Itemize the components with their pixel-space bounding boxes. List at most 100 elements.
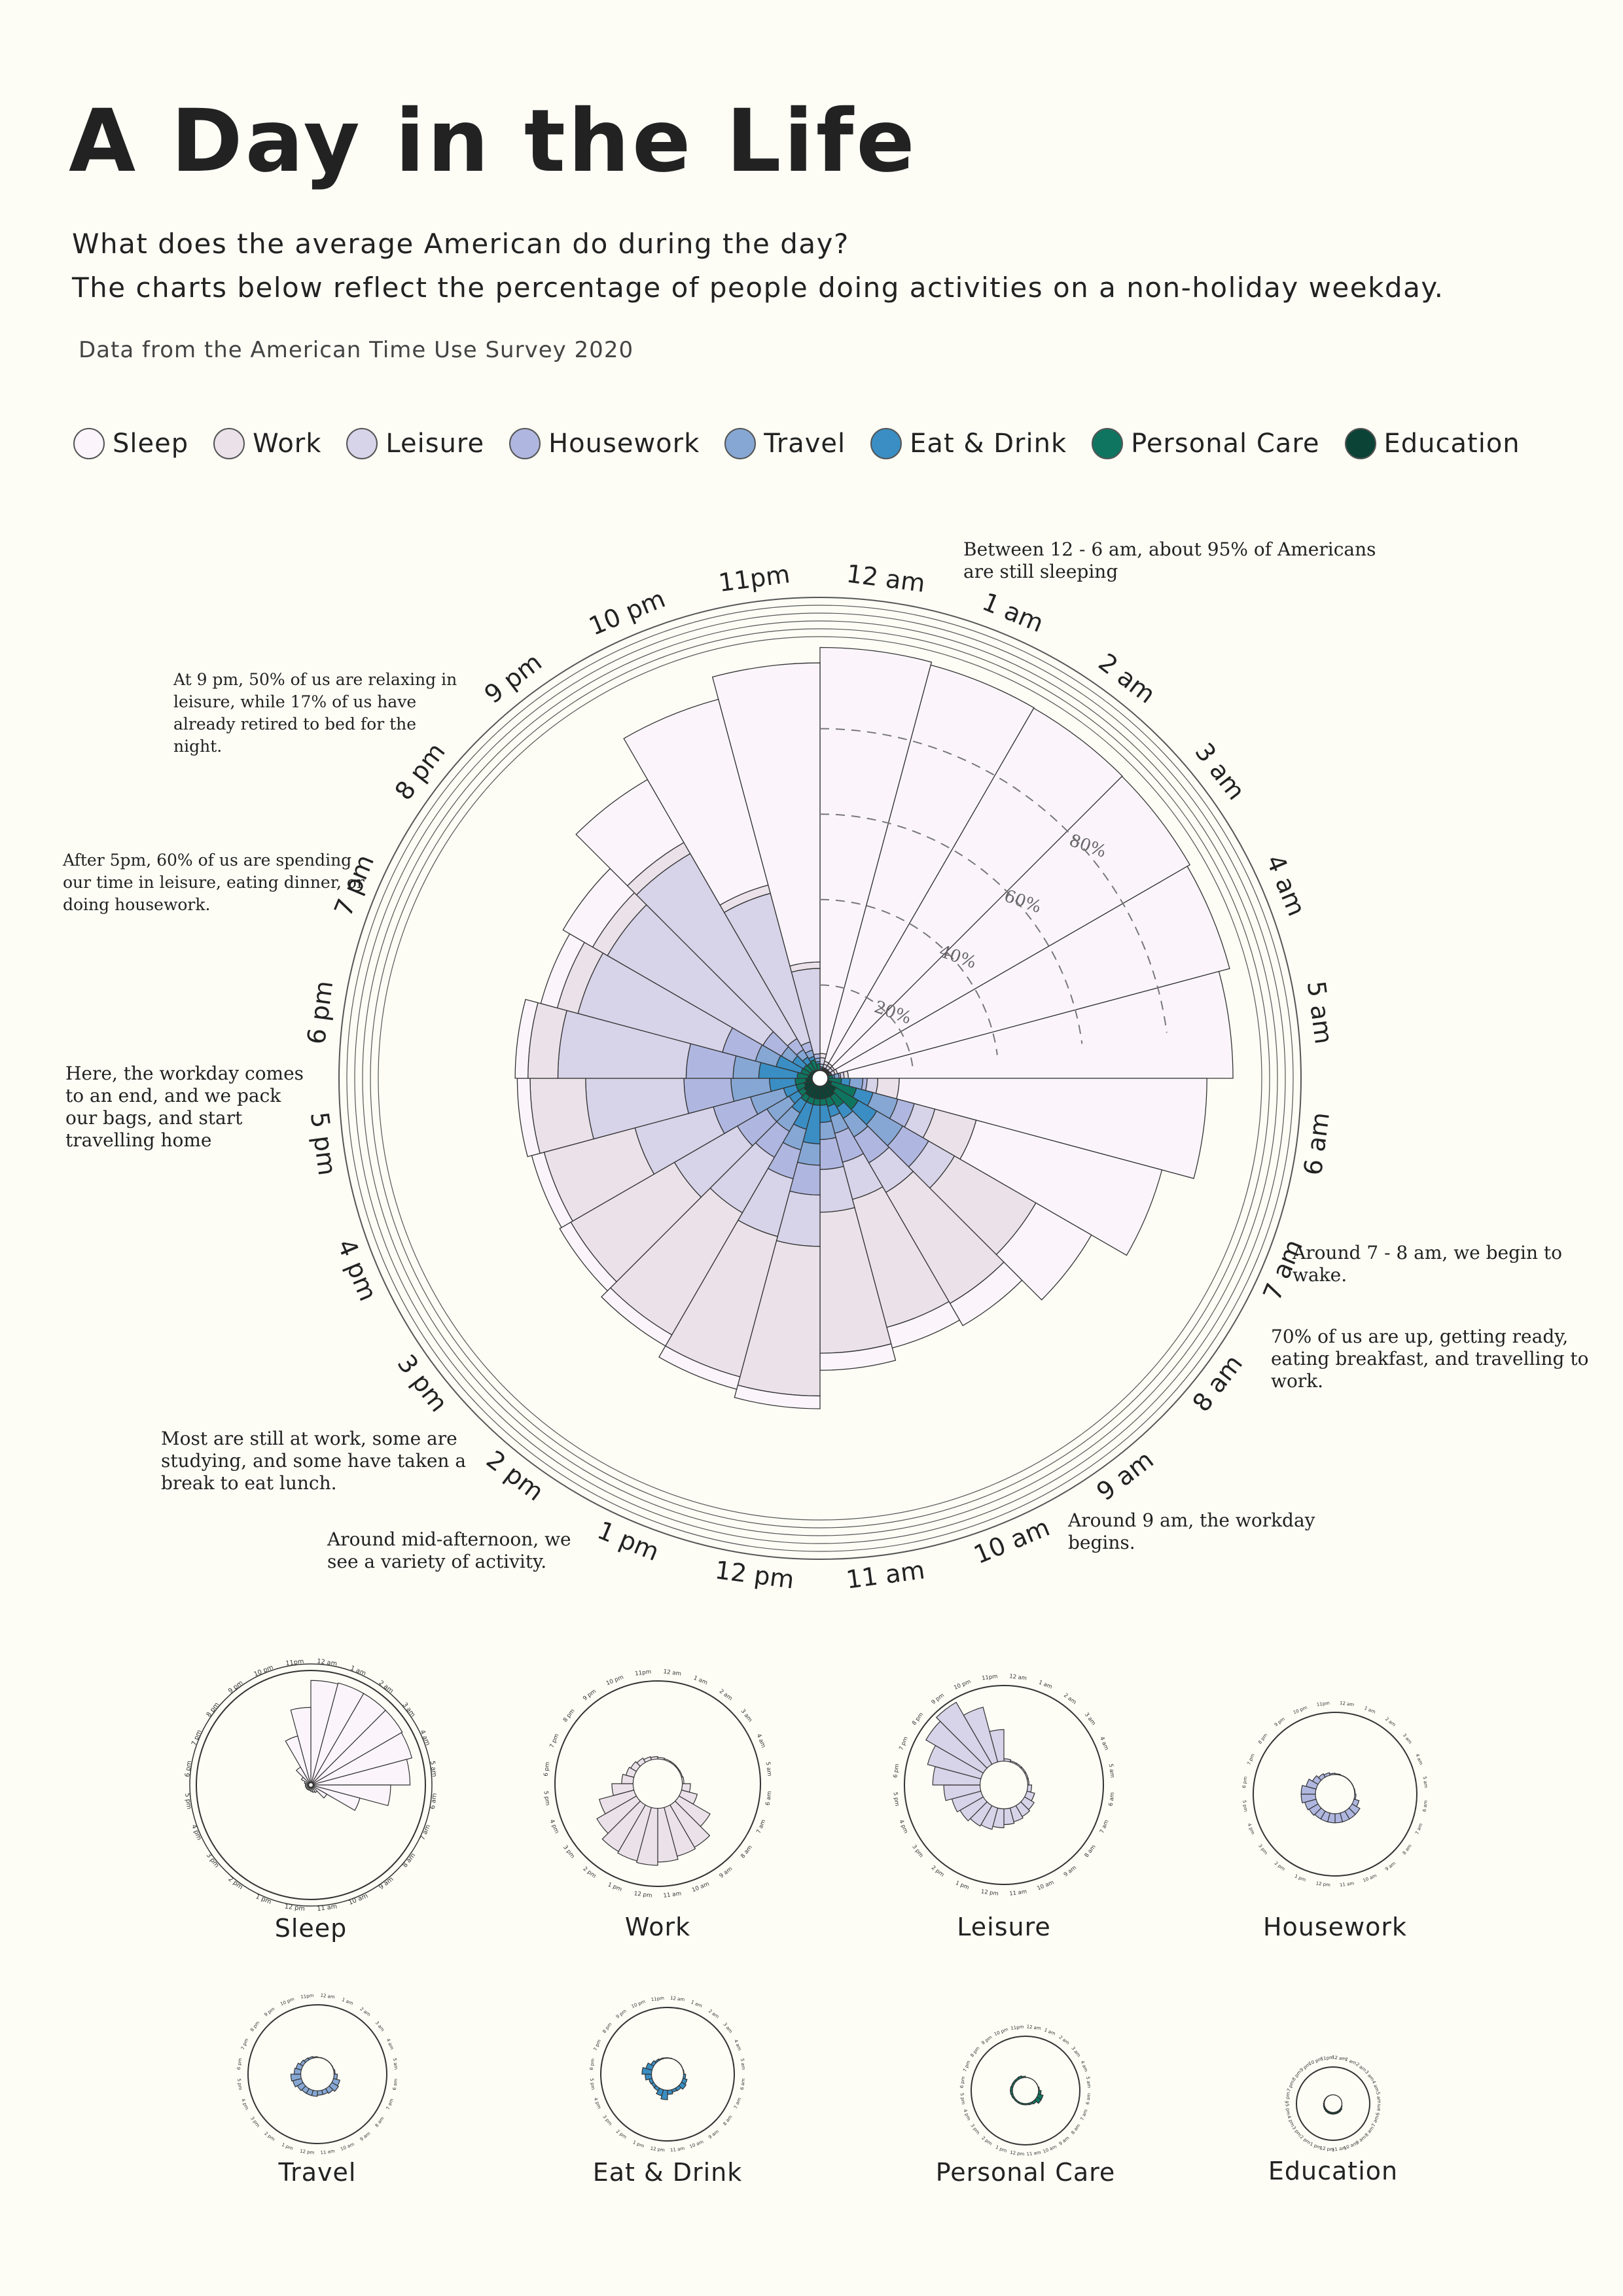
gridline-arc xyxy=(819,898,998,1055)
gridline-arc xyxy=(819,728,1168,1033)
small-wedge xyxy=(935,1701,993,1769)
hour-label: 4 am xyxy=(1260,851,1311,920)
small-hour-label: 11pm xyxy=(1320,2055,1334,2062)
small-hour-label: 12 am xyxy=(1340,1701,1355,1708)
small-hour-label: 2 am xyxy=(718,1688,734,1702)
small-hour-label: 8 pm xyxy=(969,2045,980,2058)
small-wedge xyxy=(332,2069,336,2075)
small-wedge xyxy=(1340,1774,1346,1778)
legend-item-housework: Housework xyxy=(509,428,700,459)
small-hour-label: 9 am xyxy=(378,1875,395,1891)
legend-label: Personal Care xyxy=(1131,429,1320,459)
small-hour-label: 6 am xyxy=(1085,2093,1092,2105)
small-wedge xyxy=(308,2056,314,2060)
small-hour-label: 9 am xyxy=(707,2128,720,2140)
small-hour-label: 9 am xyxy=(1062,1864,1077,1878)
small-wedge xyxy=(310,1786,313,1792)
small-hour-label: 5 am xyxy=(740,2058,746,2071)
small-hour-label: 7 am xyxy=(1080,2108,1089,2121)
small-hour-label: 12 am xyxy=(1332,2055,1347,2062)
small-hour-label: 11 am xyxy=(663,1890,682,1899)
small-hour-label: 3 pm xyxy=(601,2114,613,2127)
small-wedge xyxy=(1344,1776,1350,1781)
hour-label: 9 pm xyxy=(479,648,547,709)
small-hour-label: 8 am xyxy=(722,2114,733,2127)
wedge-sleep xyxy=(847,970,1234,1079)
annotation-workday-end: Here, the workday comes to an end, and w… xyxy=(65,1063,304,1151)
small-hour-label: 10 am xyxy=(1042,2144,1058,2155)
small-hour-label: 4 am xyxy=(755,1733,767,1749)
small-hour-label: 1 am xyxy=(692,1675,708,1687)
hour-label: 9 am xyxy=(1091,1445,1158,1506)
small-hour-label: 10 pm xyxy=(993,2026,1009,2037)
small-hour-label: 4 pm xyxy=(1246,1822,1255,1835)
small-hour-label: 5 am xyxy=(1375,2092,1382,2104)
small-hour-label: 3 pm xyxy=(911,1843,925,1858)
small-hour-label: 9 am xyxy=(359,2131,372,2142)
small-hour-label: 2 pm xyxy=(263,2131,276,2142)
small-chart-ring xyxy=(196,1670,426,1900)
small-hour-label: 6 am xyxy=(1107,1792,1116,1807)
small-hour-label: 11 am xyxy=(317,1903,338,1913)
small-chart-title: Travel xyxy=(278,2158,357,2187)
hour-label: 1 am xyxy=(978,587,1048,638)
small-hour-label: 2 pm xyxy=(582,1865,597,1880)
small-hour-label: 9 pm xyxy=(227,1680,244,1695)
wedge-sleep xyxy=(819,646,933,1055)
small-wedge xyxy=(667,2089,673,2095)
small-hour-label: 3 am xyxy=(1070,2045,1081,2058)
small-wedge xyxy=(660,2089,668,2100)
legend-label: Work xyxy=(253,429,322,459)
small-hour-label: 4 am xyxy=(1099,1735,1110,1751)
small-hour-label: 12 pm xyxy=(1010,2150,1025,2157)
small-wedge xyxy=(1311,1775,1322,1785)
small-wedge xyxy=(1020,1766,1027,1774)
small-hour-label: 11 am xyxy=(1009,1888,1027,1896)
small-hour-label: 7 pm xyxy=(593,2039,602,2052)
small-hour-label: 4 am xyxy=(418,1729,431,1746)
wedge-sleep xyxy=(831,775,1191,1071)
small-hour-label: 7 pm xyxy=(240,2038,249,2051)
small-wedge xyxy=(1348,1779,1353,1785)
wedge-sleep xyxy=(711,662,821,966)
legend-label: Travel xyxy=(764,429,846,459)
hour-label: 1 pm xyxy=(594,1515,664,1566)
small-chart-ring xyxy=(1253,1712,1418,1877)
small-wedge xyxy=(312,1784,391,1807)
small-hour-label: 3 pm xyxy=(249,2115,260,2128)
small-hour-label: 4 pm xyxy=(1286,2115,1295,2128)
small-chart-ring xyxy=(904,1685,1104,1885)
small-hour-label: 1 am xyxy=(1038,1678,1054,1689)
small-wedge xyxy=(303,2057,310,2063)
small-hour-label: 12 pm xyxy=(650,2146,665,2153)
legend-item-education: Education xyxy=(1344,428,1520,459)
small-hour-label: 4 pm xyxy=(962,2108,971,2121)
small-hour-label: 12 am xyxy=(320,1993,335,2000)
small-hour-label: 12 pm xyxy=(1315,1881,1330,1888)
small-hour-label: 1 pm xyxy=(955,1879,971,1891)
small-hour-label: 6 am xyxy=(392,2078,399,2091)
small-hour-label: 12 pm xyxy=(300,2149,315,2156)
small-wedge xyxy=(635,1807,658,1866)
small-hour-label: 10 am xyxy=(1036,1879,1055,1891)
small-hour-label: 10 am xyxy=(1362,1873,1378,1883)
small-hour-label: 10 am xyxy=(340,2142,355,2152)
small-hour-label: 2 pm xyxy=(931,1864,946,1878)
legend-item-eat-drink: Eat & Drink xyxy=(870,428,1067,459)
small-hour-label: 9 pm xyxy=(930,1691,945,1705)
small-hour-label: 6 pm xyxy=(1241,1776,1248,1788)
small-hour-label: 2 am xyxy=(1063,1691,1078,1705)
small-wedge xyxy=(321,2057,327,2060)
small-hour-label: 2 pm xyxy=(1274,1861,1286,1872)
small-chart-ring xyxy=(554,1680,761,1887)
small-wedge xyxy=(650,1756,658,1761)
small-hour-label: 11 am xyxy=(1332,2146,1347,2153)
small-hour-label: 7 am xyxy=(419,1824,432,1841)
small-wedge xyxy=(290,1706,312,1784)
small-wedge xyxy=(1026,1778,1030,1786)
small-hour-label: 11 am xyxy=(1340,1881,1355,1888)
center-hub xyxy=(812,1070,829,1087)
legend-swatch xyxy=(724,428,757,459)
small-hour-label: 10 pm xyxy=(605,1674,625,1687)
